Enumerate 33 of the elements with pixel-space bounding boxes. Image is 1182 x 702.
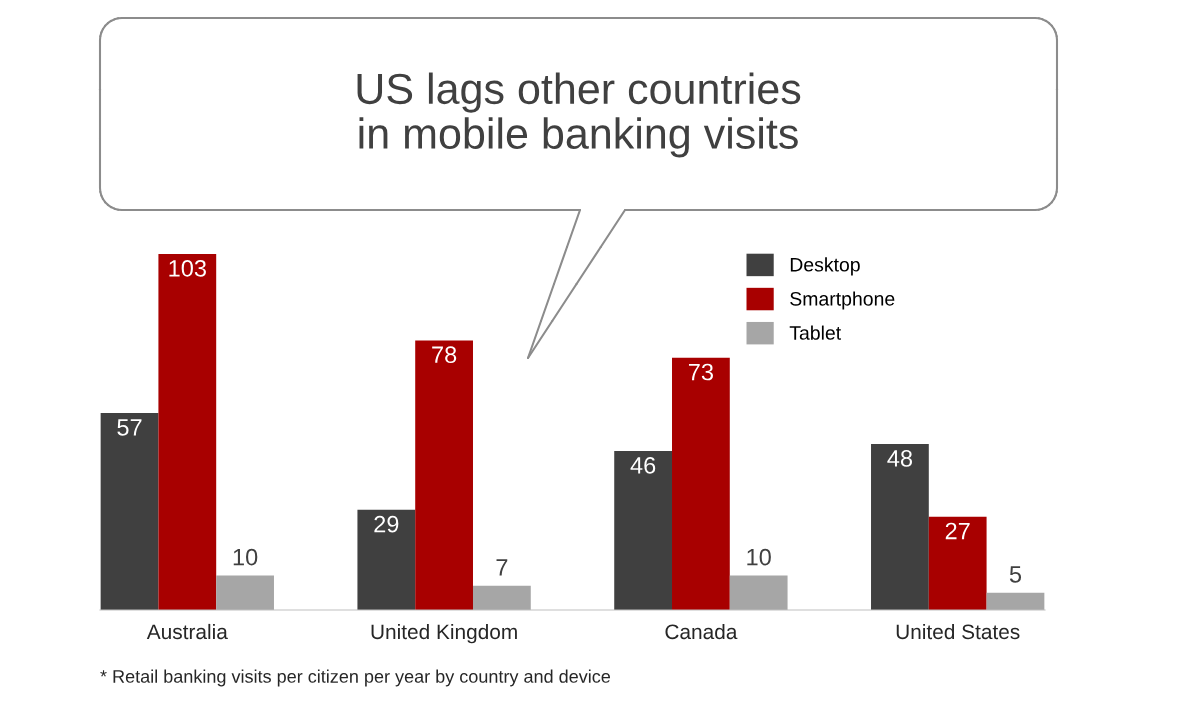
data-label: 7 (496, 559, 508, 576)
bar (614, 451, 673, 610)
bar (986, 592, 1045, 610)
bar (672, 357, 730, 610)
legend-label: Smartphone (790, 291, 895, 310)
legend-label: Desktop (790, 257, 860, 276)
data-label: 29 (374, 515, 399, 533)
bar (729, 575, 788, 610)
bar (415, 340, 473, 610)
x-tick-label: Australia (146, 623, 228, 640)
data-label: 10 (747, 548, 771, 566)
chart-title: US lags other countries in mobile banking visits (357, 72, 801, 158)
x-tick-label: Canada (665, 623, 738, 640)
bar (357, 509, 416, 610)
data-label: 5 (1009, 566, 1022, 583)
bar (216, 575, 274, 610)
bar (158, 254, 217, 610)
data-label: 46 (630, 456, 656, 474)
bar (472, 585, 531, 610)
x-tick-label: United States (896, 623, 1020, 640)
legend-label: Tablet (789, 325, 842, 340)
bar (928, 516, 987, 610)
bar (871, 444, 929, 610)
data-label: 10 (233, 548, 258, 566)
text: * Retail banking visits per citizen per year by country and device (100, 669, 611, 687)
data-label: 48 (887, 450, 913, 467)
data-label: 73 (688, 363, 713, 381)
data-label: 78 (432, 346, 457, 364)
data-label: 103 (169, 259, 206, 277)
data-label: 57 (117, 419, 142, 436)
data-label: 27 (945, 522, 970, 540)
x-tick-label: United Kingdom (371, 623, 517, 644)
bar (100, 412, 159, 610)
